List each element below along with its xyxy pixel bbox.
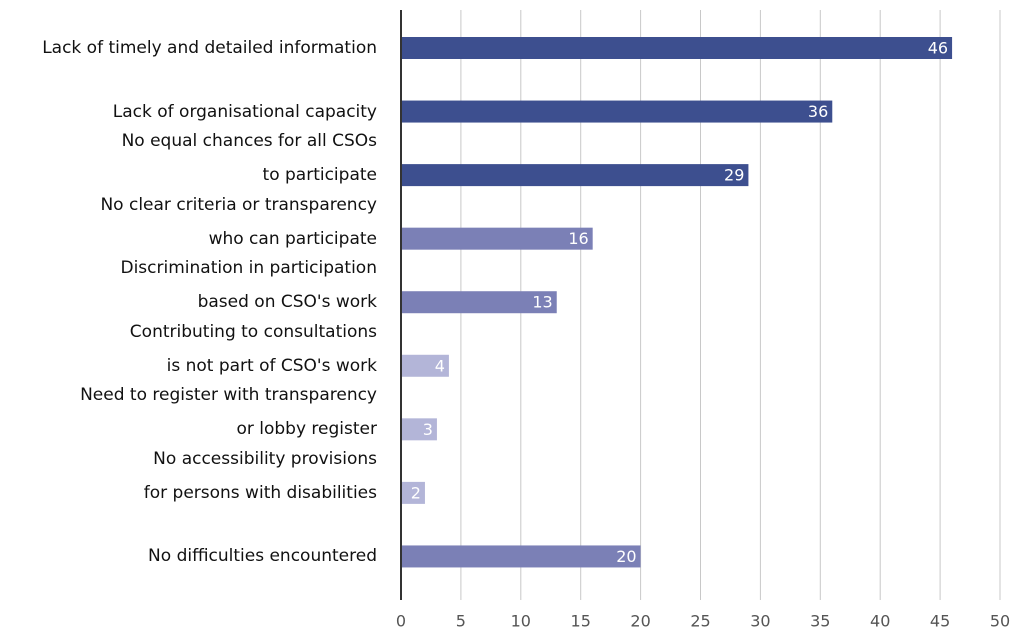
category-label: Need to register with transparency or lo… [80,385,377,440]
value-label: 2 [411,483,421,502]
bar [401,418,437,441]
x-tick-label: 10 [511,612,531,631]
x-tick-label: 35 [810,612,830,631]
x-tick-label: 50 [990,612,1010,631]
value-label: 4 [435,356,445,375]
category-label: Lack of organisational capacity [112,101,377,122]
category-label: No accessibility provisions for persons … [143,448,377,503]
category-label: No equal chances for all CSOs to partici… [121,131,377,186]
bar [401,291,557,314]
category-label: Contributing to consultations is not par… [129,321,377,376]
bar [401,354,449,377]
value-label: 20 [616,547,636,566]
x-tick-label: 30 [750,612,770,631]
category-label: Lack of timely and detailed information [42,38,377,58]
bar [401,545,641,568]
value-label: 36 [808,102,828,121]
bar [401,481,425,504]
value-label: 29 [724,166,744,185]
value-label: 3 [423,420,433,439]
value-label: 16 [568,229,588,248]
category-label: Discrimination in participation based on… [120,258,377,313]
bar [401,164,749,187]
category-label: No difficulties encountered [148,546,377,567]
value-label: 13 [532,293,552,312]
x-tick-label: 40 [870,612,890,631]
bar [401,100,833,123]
x-tick-label: 25 [690,612,710,631]
x-tick-label: 15 [571,612,591,631]
x-tick-label: 0 [396,612,406,631]
value-label: 46 [928,39,948,58]
x-tick-label: 5 [456,612,466,631]
x-tick-label: 20 [630,612,650,631]
category-label: No clear criteria or transparency who ca… [100,194,377,249]
bar [401,227,593,250]
bar [401,37,953,59]
x-tick-label: 45 [930,612,950,631]
